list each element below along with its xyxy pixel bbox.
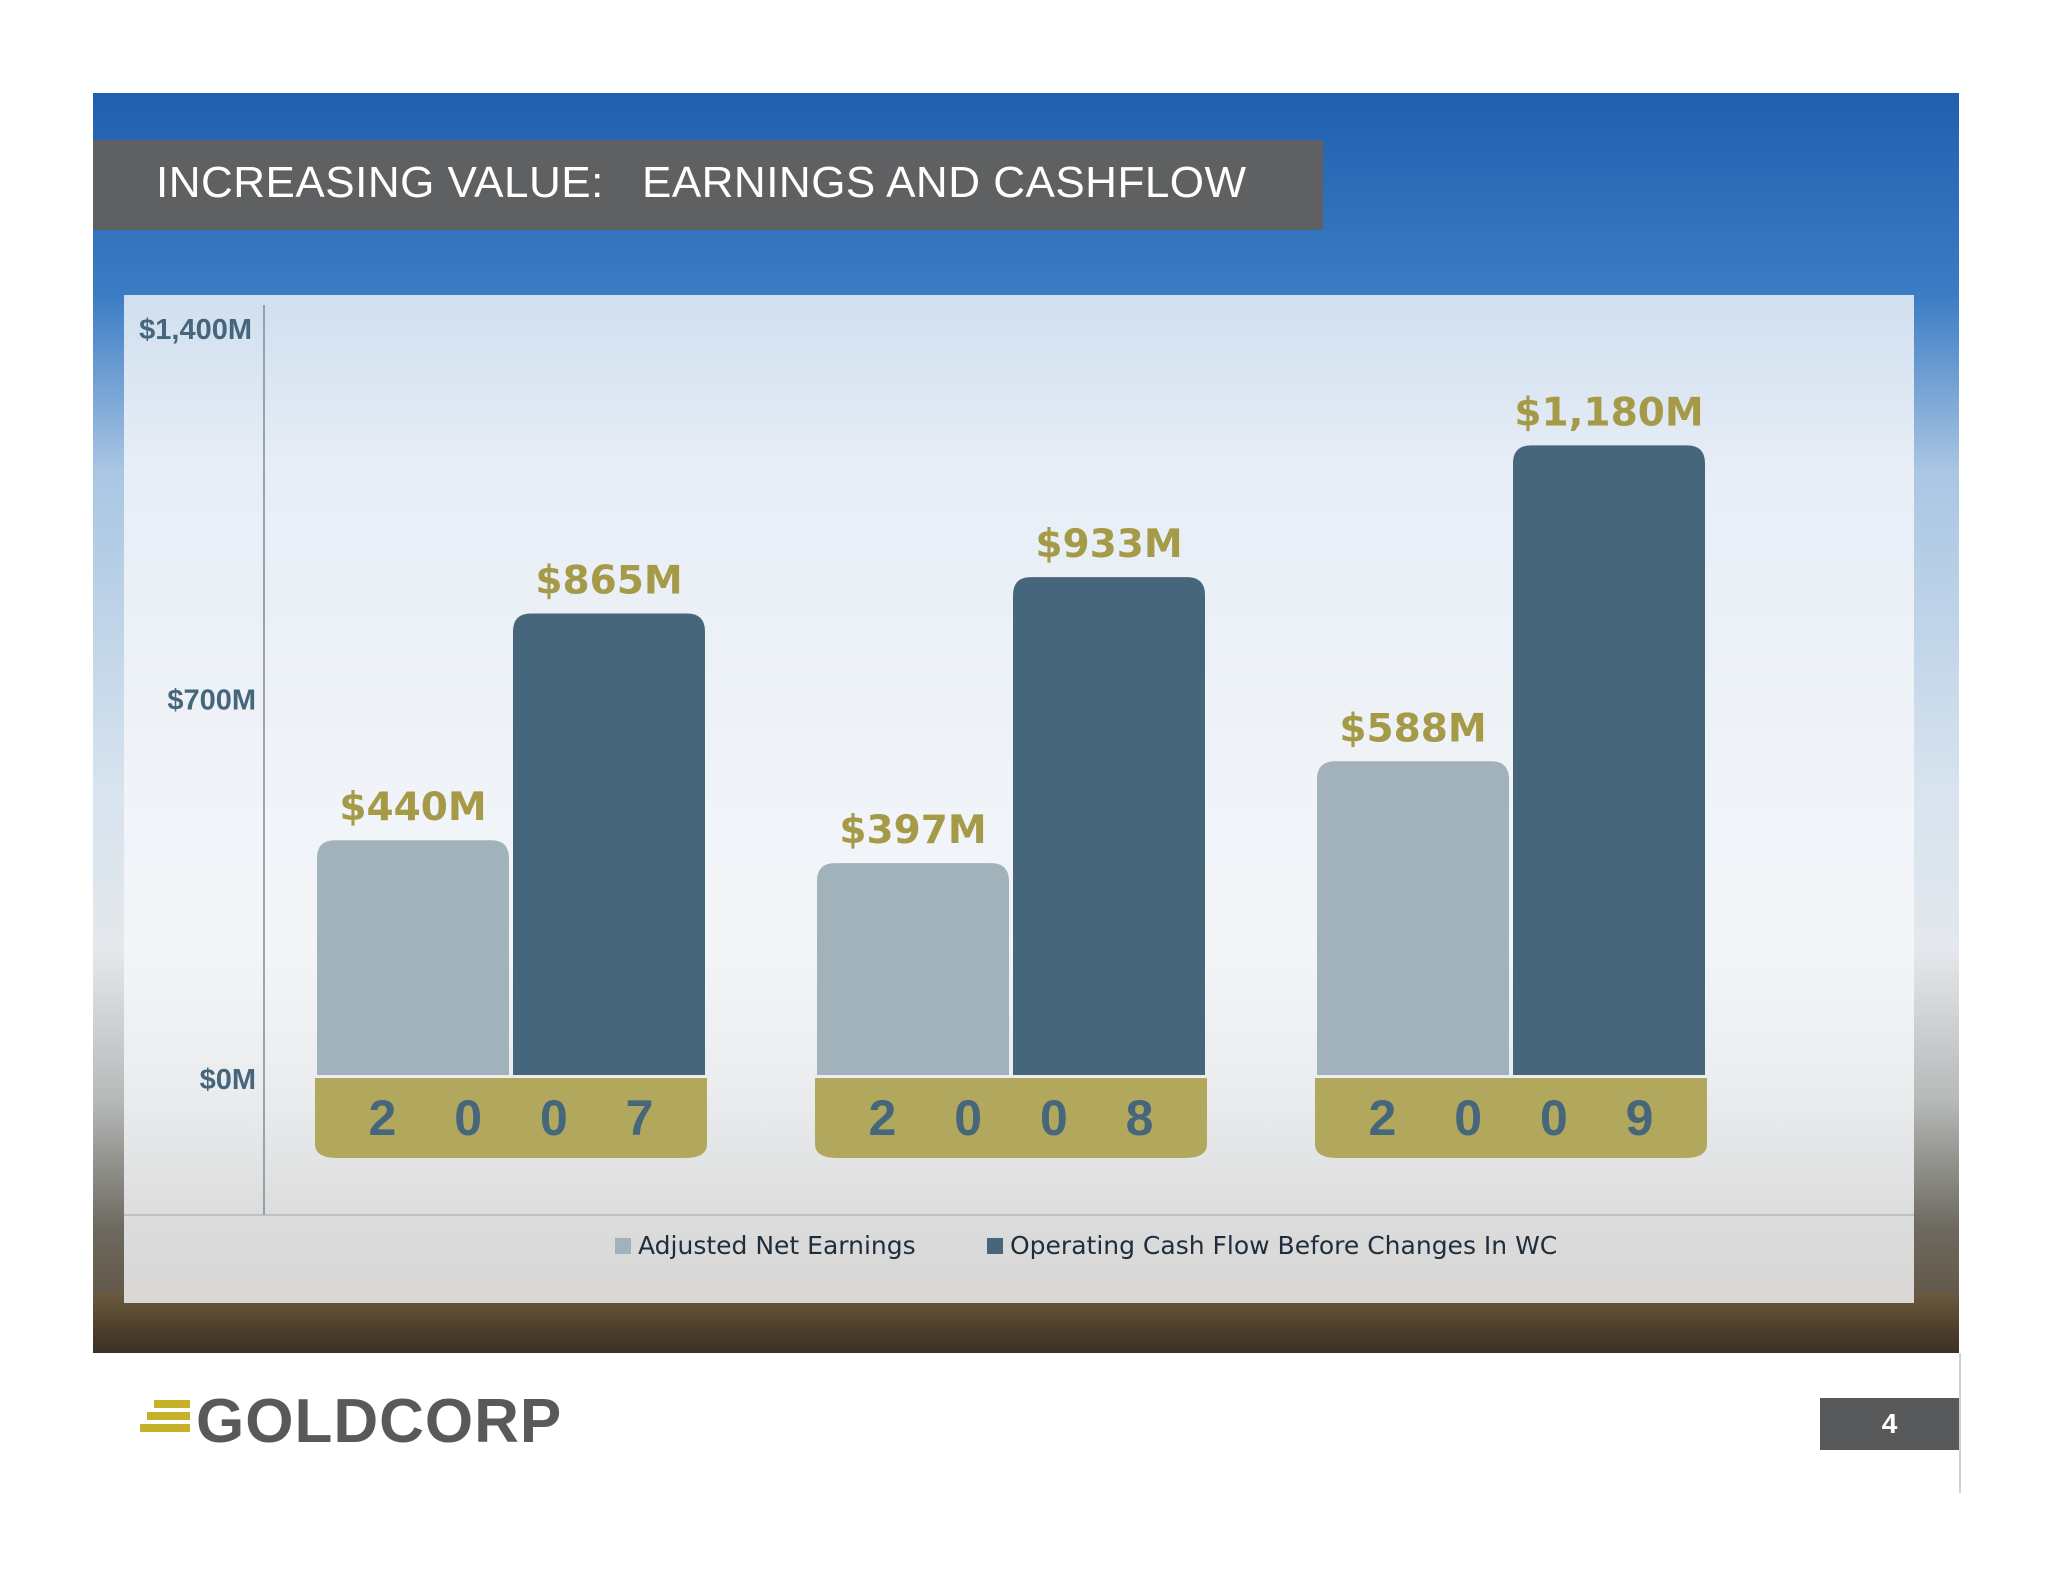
logo-text: GOLDCORP (196, 1387, 563, 1456)
data-label: $588M (1339, 706, 1486, 751)
slide-title: INCREASING VALUE: EARNINGS AND CASHFLOW (156, 158, 1247, 207)
legend-label-earnings: Adjusted Net Earnings (638, 1231, 916, 1260)
legend-swatch-earnings (615, 1238, 631, 1254)
data-label: $865M (535, 558, 682, 603)
data-label: $440M (339, 785, 486, 830)
bar-operating-cash-flow (1513, 445, 1705, 1075)
y-tick-label: $0M (200, 1064, 256, 1096)
logo-mark-icon (140, 1400, 190, 1432)
landscape-ground (93, 1293, 1959, 1353)
x-tick-label: 2 0 0 9 (1369, 1090, 1676, 1146)
bar-chart: $0M $700M $1,400M $440M $865M 2 0 0 7 $397M $93… (124, 305, 1914, 1260)
bar-adjusted-net-earnings (1317, 761, 1509, 1075)
data-label: $397M (839, 808, 986, 853)
legend-swatch-cashflow (987, 1238, 1003, 1254)
year-band (315, 1078, 707, 1158)
year-band (815, 1078, 1207, 1158)
y-tick-label: $1,400M (139, 314, 252, 346)
year-band (1315, 1078, 1707, 1158)
data-label: $933M (1035, 522, 1182, 567)
bar-operating-cash-flow (513, 613, 705, 1075)
footer-divider (1959, 1353, 1961, 1493)
title-band: INCREASING VALUE: EARNINGS AND CASHFLOW (93, 140, 1323, 230)
y-tick-label: $700M (167, 685, 256, 717)
bar-adjusted-net-earnings (317, 840, 509, 1075)
bar-operating-cash-flow (1013, 577, 1205, 1075)
x-tick-label: 2 0 0 8 (869, 1090, 1176, 1146)
x-tick-label: 2 0 0 7 (369, 1090, 676, 1146)
data-label: $1,180M (1514, 390, 1703, 435)
chart-panel: $0M $700M $1,400M $440M $865M 2 0 0 7 $397M $93… (124, 295, 1914, 1303)
legend-label-cashflow: Operating Cash Flow Before Changes In WC (1010, 1231, 1557, 1260)
page-number: 4 (1881, 1408, 1898, 1439)
page-number-badge: 4 (1820, 1398, 1959, 1450)
goldcorp-logo: GOLDCORP (140, 1387, 561, 1456)
bar-adjusted-net-earnings (817, 863, 1009, 1075)
